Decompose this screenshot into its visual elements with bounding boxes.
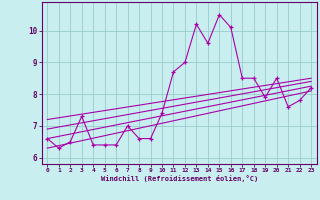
X-axis label: Windchill (Refroidissement éolien,°C): Windchill (Refroidissement éolien,°C) — [100, 175, 258, 182]
